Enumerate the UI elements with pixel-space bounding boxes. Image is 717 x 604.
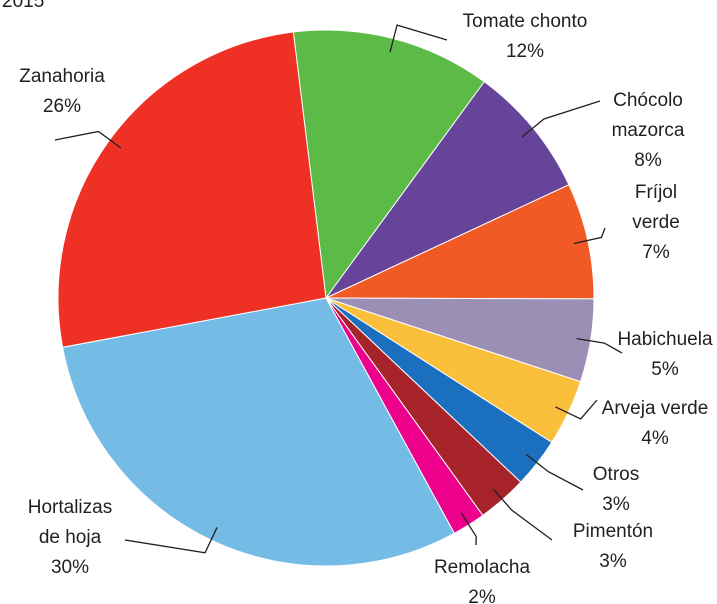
leader-line	[555, 399, 598, 420]
slice-label: Tomate chonto	[463, 11, 588, 32]
slice-label: Habichuela	[617, 329, 712, 350]
value-label: 2%	[468, 587, 496, 604]
value-label: 30%	[51, 557, 89, 578]
leader-line	[54, 130, 122, 149]
slice-label: Otros	[593, 464, 639, 485]
slice-label: Hortalizas de hoja	[28, 497, 112, 548]
leader-line	[521, 100, 601, 138]
value-label: 5%	[651, 359, 679, 380]
value-label: 7%	[642, 242, 670, 263]
slice-label: Remolacha	[434, 557, 531, 578]
leader-line	[492, 488, 553, 541]
leader-line	[389, 24, 448, 53]
slice-label: Fríjol verde	[632, 182, 680, 233]
value-label: 12%	[506, 41, 544, 62]
value-label: 4%	[641, 428, 669, 449]
slice-label: Arveja verde	[602, 398, 709, 419]
leader-line	[525, 453, 584, 491]
leader-line	[573, 227, 606, 245]
leader-line	[124, 527, 218, 554]
leader-line	[460, 512, 477, 546]
slice-label: Pimentón	[573, 521, 653, 542]
value-label: 26%	[43, 96, 81, 117]
slice-label: Chócolo mazorca	[612, 90, 685, 141]
value-label: 3%	[602, 494, 630, 515]
value-label: 3%	[599, 551, 627, 572]
chart-title: 2015	[2, 0, 44, 12]
leader-line	[576, 337, 623, 354]
slice-label: Zanahoria	[19, 66, 105, 87]
value-label: 8%	[634, 150, 662, 171]
